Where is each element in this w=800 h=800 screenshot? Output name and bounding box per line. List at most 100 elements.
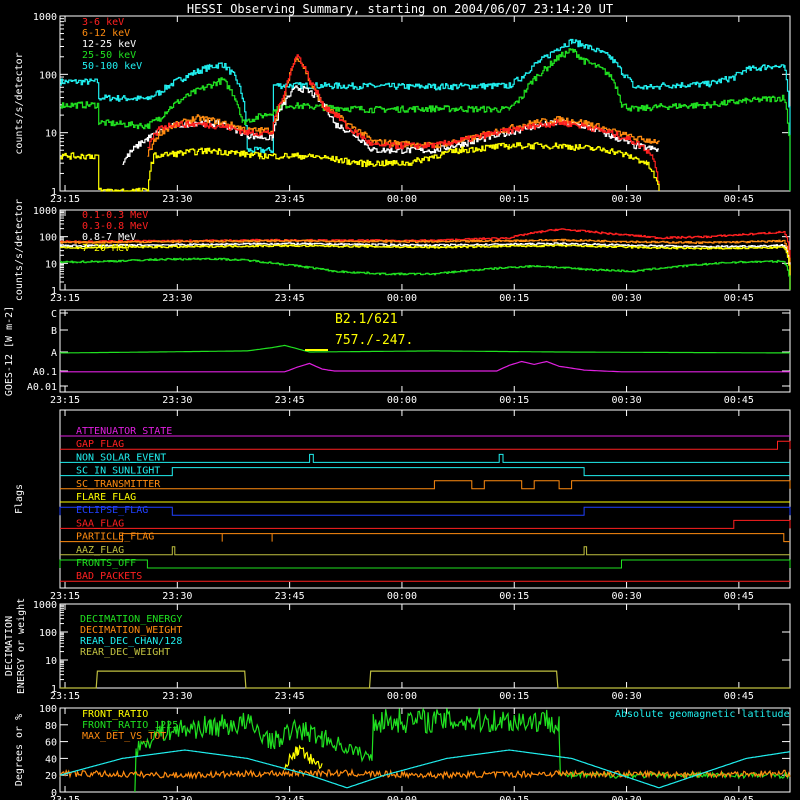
flag-line-sc-in-sunlight: [60, 467, 790, 477]
flag-label-sc-in-sunlight: SC_IN_SUNLIGHT: [76, 466, 160, 477]
ratios-series-front-ratio-1225: [134, 707, 791, 793]
flag-label-gap-flag: GAP_FLAG: [76, 439, 124, 450]
goes-xtick-label: 00:15: [499, 395, 529, 406]
ratios-series-max-det-vs-tot: [59, 768, 791, 781]
goes-series-goes-long: [60, 344, 790, 354]
goes-xtick-label: 00:45: [724, 395, 754, 406]
goes-ylabel: GOES-12 [W m-2]: [4, 306, 15, 396]
flag-label-eclipse-flag: ECLIPSE_FLAG: [76, 505, 148, 516]
low-energy-xtick-label: 23:15: [50, 194, 80, 205]
flag-label-bad-packets: BAD_PACKETS: [76, 571, 142, 582]
plot-title: HESSI Observing Summary, starting on 200…: [186, 2, 614, 16]
high-energy-legend-0-3-0-8-mev: 0.3-0.8 MeV: [82, 221, 148, 232]
decimation-ytick-label: 10: [45, 656, 57, 667]
high-energy-series-0-8-7-mev: [60, 242, 791, 290]
low-energy-ytick-label: 1000: [33, 12, 57, 23]
high-energy-ytick-label: 1000: [33, 206, 57, 217]
ratios-series-absolute-geomagnetic-latitude: [59, 749, 791, 789]
low-energy-legend-3-6-kev: 3-6 keV: [82, 17, 124, 28]
low-energy-ytick-label: 100: [39, 70, 57, 81]
ratios-xtick-label: 00:30: [612, 795, 642, 800]
flag-label-flare-flag: FLARE_FLAG: [76, 492, 136, 503]
high-energy-xtick-label: 00:45: [724, 293, 754, 304]
ratios-legend-geomagnetic-latitude: Absolute geomagnetic latitude: [615, 709, 790, 720]
flag-line-aaz-flag: [60, 546, 790, 556]
decimation-legend-rear-dec-weight: REAR_DEC_WEIGHT: [80, 647, 170, 658]
goes-ytick-label: A0.01: [27, 382, 57, 393]
ratios-ytick-label: 80: [45, 721, 57, 732]
decimation-ytick-label: 1: [51, 684, 57, 695]
goes-xtick-label: 00:00: [387, 395, 417, 406]
flags-xtick-label: 00:45: [724, 591, 754, 602]
goes-xtick-label: 23:30: [162, 395, 192, 406]
low-energy-xtick-label: 00:45: [724, 194, 754, 205]
decimation-xtick-label: 00:45: [724, 691, 754, 702]
high-energy-xtick-label: 23:15: [50, 293, 80, 304]
flags-ylabel: Flags: [14, 484, 25, 514]
high-energy-xtick-label: 00:30: [612, 293, 642, 304]
goes-annotation-class: B2.1/621: [335, 312, 398, 327]
flag-line-eclipse-flag: [59, 506, 791, 516]
decimation-xtick-label: 00:00: [387, 691, 417, 702]
flag-line-sc-transmitter: [60, 480, 791, 490]
flags-xtick-label: 23:45: [275, 591, 305, 602]
high-energy-xtick-label: 23:30: [162, 293, 192, 304]
low-energy-ylabel: counts/s/detector: [14, 52, 25, 154]
low-energy-ytick-label: 1: [51, 187, 57, 198]
flag-label-aaz-flag: AAZ_FLAG: [76, 545, 124, 556]
ratios-ytick-label: 0: [51, 788, 57, 799]
low-energy-xtick-label: 00:30: [612, 194, 642, 205]
flags-xtick-label: 00:15: [499, 591, 529, 602]
low-energy-series-3-6-kev: [147, 54, 660, 191]
flag-label-non-solar-event: NON_SOLAR_EVENT: [76, 452, 166, 463]
decimation-series-rear-dec-weight: [60, 670, 790, 689]
flags-frame: [59, 409, 791, 589]
low-energy-xtick-label: 23:45: [275, 194, 305, 205]
ratios-legend-front-ratio: FRONT_RATIO: [82, 709, 148, 720]
flag-label-sc-transmitter: SC_TRANSMITTER: [76, 479, 161, 490]
low-energy-xtick-label: 00:15: [499, 194, 529, 205]
flag-line-fronts-off: [59, 559, 791, 569]
decimation-ytick-label: 100: [39, 628, 57, 639]
decimation-ytick-label: 1000: [33, 600, 57, 611]
ratios-xtick-label: 23:15: [50, 795, 80, 800]
ratios-ytick-label: 40: [45, 754, 57, 765]
flags-xtick-label: 23:30: [162, 591, 192, 602]
decimation-legend-decimation-weight: DECIMATION_WEIGHT: [80, 625, 182, 636]
goes-ytick-label: A0.1: [33, 367, 57, 378]
high-energy-frame: [59, 209, 791, 291]
goes-ytick-label: A: [51, 348, 57, 359]
ratios-ytick-label: 100: [39, 704, 57, 715]
low-energy-xtick-label: 23:30: [162, 194, 192, 205]
ratios-ylabel: Degrees or %: [14, 714, 25, 786]
decimation-legend-decimation-energy: DECIMATION_ENERGY: [80, 614, 182, 625]
decimation-ylabel-line2: ENERGY or weight: [16, 598, 27, 694]
high-energy-series-7-20-mev-low: [60, 257, 791, 290]
high-energy-legend-7-20-mev: 7-20 MeV: [82, 243, 130, 254]
flags-xtick-label: 23:15: [50, 591, 80, 602]
high-energy-ylabel: counts/s/detector: [14, 199, 25, 301]
ratios-xtick-label: 00:15: [499, 795, 529, 800]
decimation-xtick-label: 00:15: [499, 691, 529, 702]
low-energy-legend-12-25-kev: 12-25 keV: [82, 39, 136, 50]
ratios-legend-max-det-vs-tot: MAX_DET_VS_TOT: [82, 731, 166, 742]
low-energy-xtick-label: 00:00: [387, 194, 417, 205]
goes-xtick-label: 00:30: [612, 395, 642, 406]
high-energy-xtick-label: 00:15: [499, 293, 529, 304]
decimation-frame: [59, 603, 791, 689]
decimation-xtick-label: 23:30: [162, 691, 192, 702]
flag-line-particle-flag: [60, 533, 790, 543]
high-energy-xtick-label: 23:45: [275, 293, 305, 304]
decimation-ylabel-line1: DECIMATION: [4, 616, 15, 676]
ratios-ytick-label: 60: [45, 738, 57, 749]
high-energy-series-0-3-0-8-mev: [60, 238, 791, 290]
flag-line-non-solar-event: [60, 453, 790, 463]
goes-ytick-label: C: [51, 309, 57, 320]
decimation-xtick-label: 23:15: [50, 691, 80, 702]
high-energy-legend-0-8-7-mev: 0.8-7 MeV: [82, 232, 136, 243]
goes-xtick-label: 23:45: [275, 395, 305, 406]
flag-label-fronts-off: FRONTS_OFF: [76, 558, 136, 569]
high-energy-legend-0-1-0-3-mev: 0.1-0.3 MeV: [82, 210, 148, 221]
